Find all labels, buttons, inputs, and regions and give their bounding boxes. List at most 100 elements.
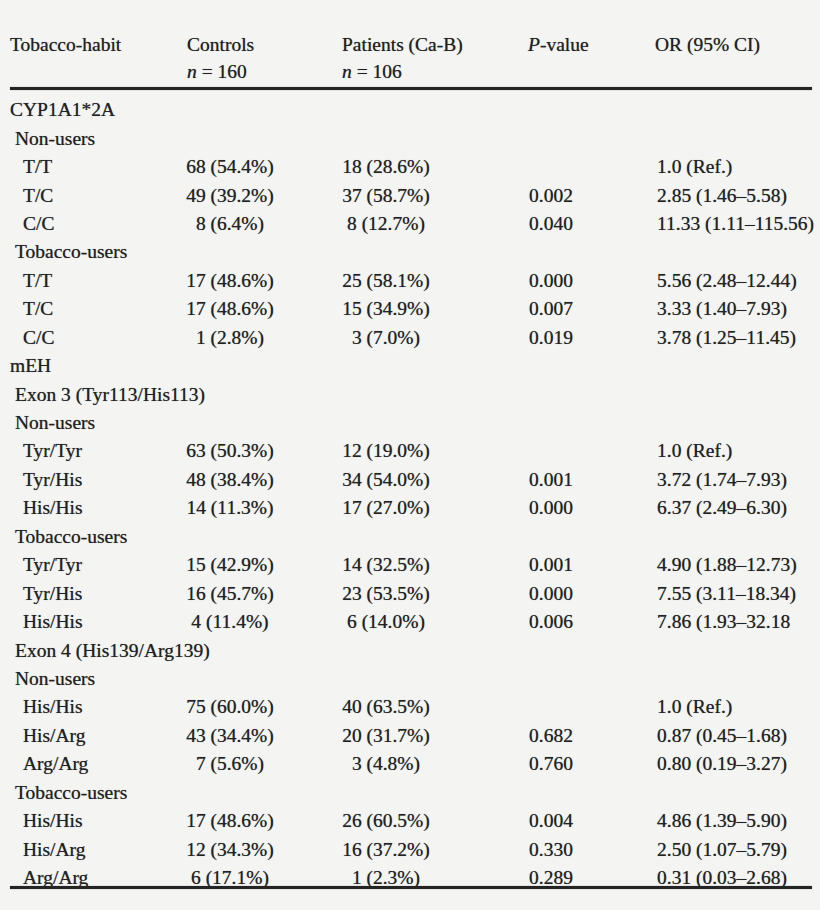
controls-value: 17 (48.6%): [180, 810, 280, 832]
controls-value: 17 (48.6%): [180, 298, 280, 320]
p-value: 0.000: [492, 583, 620, 605]
patients-value: 23 (53.5%): [280, 583, 492, 605]
table-row: T/T17 (48.6%)25 (58.1%)0.0005.56 (2.48–1…: [0, 267, 820, 295]
row-label: Tyr/Tyr: [0, 554, 180, 576]
table-body: CYP1A1*2A Non-users T/T68 (54.4%)18 (28.6%…: [0, 96, 820, 892]
table-row: CYP1A1*2A: [0, 96, 820, 124]
patients-value: 3 (7.0%): [280, 327, 492, 349]
table-row: C/C1 (2.8%)3 (7.0%)0.0193.78 (1.25–11.45…: [0, 324, 820, 352]
or-value: 1.0 (Ref.): [620, 156, 820, 178]
row-label: Tobacco-users: [0, 241, 180, 263]
p-value: 0.000: [492, 270, 620, 292]
table-row: T/C49 (39.2%)37 (58.7%)0.0022.85 (1.46–5…: [0, 181, 820, 209]
or-value: 3.72 (1.74–7.93): [620, 469, 820, 491]
table-row: C/C8 (6.4%)8 (12.7%)0.04011.33 (1.11–115…: [0, 210, 820, 238]
table-row: Tyr/Tyr15 (42.9%)14 (32.5%)0.0014.90 (1.…: [0, 551, 820, 579]
header-or-ci: OR (95% CI): [620, 31, 820, 85]
controls-value: 8 (6.4%): [180, 213, 280, 235]
controls-value: 7 (5.6%): [180, 753, 280, 775]
controls-value: 43 (34.4%): [180, 725, 280, 747]
p-value: 0.760: [492, 753, 620, 775]
controls-value: 12 (34.3%): [180, 839, 280, 861]
header-patients: Patients (Ca-B) n = 106: [280, 31, 492, 85]
row-label: Exon 3 (Tyr113/His113): [0, 384, 180, 406]
row-label: Non-users: [0, 412, 180, 434]
p-value: 0.000: [492, 497, 620, 519]
patients-value: 17 (27.0%): [280, 497, 492, 519]
row-label: Tyr/Tyr: [0, 440, 180, 462]
table-row: Exon 3 (Tyr113/His113): [0, 380, 820, 408]
row-label: His/His: [0, 696, 180, 718]
p-value: 0.682: [492, 725, 620, 747]
p-value: 0.002: [492, 185, 620, 207]
row-label: T/T: [0, 270, 180, 292]
or-value: 7.86 (1.93–32.18: [620, 611, 820, 633]
row-label: His/Arg: [0, 725, 180, 747]
row-label: Exon 4 (His139/Arg139): [0, 640, 180, 662]
controls-value: 1 (2.8%): [180, 327, 280, 349]
or-value: 1.0 (Ref.): [620, 696, 820, 718]
row-label: CYP1A1*2A: [0, 99, 180, 121]
table-row: Non-users: [0, 409, 820, 437]
header-rule: [10, 87, 812, 90]
patients-value: 3 (4.8%): [280, 753, 492, 775]
table-header: Tobacco-habit Controls n = 160 Patients …: [0, 31, 820, 85]
controls-value: 63 (50.3%): [180, 440, 280, 462]
controls-value: 14 (11.3%): [180, 497, 280, 519]
table-row: Tyr/His16 (45.7%)23 (53.5%)0.0007.55 (3.…: [0, 579, 820, 607]
p-value: 0.004: [492, 810, 620, 832]
p-value: 0.019: [492, 327, 620, 349]
patients-value: 37 (58.7%): [280, 185, 492, 207]
or-value: 0.87 (0.45–1.68): [620, 725, 820, 747]
patients-value: 40 (63.5%): [280, 696, 492, 718]
table-row: His/Arg43 (34.4%)20 (31.7%)0.6820.87 (0.…: [0, 722, 820, 750]
row-label: C/C: [0, 213, 180, 235]
or-value: 2.85 (1.46–5.58): [620, 185, 820, 207]
table-row: His/His17 (48.6%)26 (60.5%)0.0044.86 (1.…: [0, 807, 820, 835]
table-row: His/His75 (60.0%)40 (63.5%) 1.0 (Ref.): [0, 693, 820, 721]
patients-value: 26 (60.5%): [280, 810, 492, 832]
or-value: 7.55 (3.11–18.34): [620, 583, 820, 605]
patients-value: 25 (58.1%): [280, 270, 492, 292]
table-row: Arg/Arg7 (5.6%)3 (4.8%)0.7600.80 (0.19–3…: [0, 750, 820, 778]
row-label: C/C: [0, 327, 180, 349]
table-row: T/C17 (48.6%)15 (34.9%)0.0073.33 (1.40–7…: [0, 295, 820, 323]
controls-value: 49 (39.2%): [180, 185, 280, 207]
patients-value: 20 (31.7%): [280, 725, 492, 747]
header-p-value: P-value: [492, 31, 620, 85]
row-label: His/Arg: [0, 839, 180, 861]
p-value: 0.040: [492, 213, 620, 235]
controls-value: 4 (11.4%): [180, 611, 280, 633]
table-row: His/Arg12 (34.3%)16 (37.2%)0.3302.50 (1.…: [0, 835, 820, 863]
controls-value: 75 (60.0%): [180, 696, 280, 718]
patients-value: 14 (32.5%): [280, 554, 492, 576]
table-row: Tobacco-users: [0, 238, 820, 266]
header-controls: Controls n = 160: [180, 31, 280, 85]
header-tobacco-habit: Tobacco-habit: [0, 31, 180, 85]
row-label: Arg/Arg: [0, 753, 180, 775]
p-value: 0.006: [492, 611, 620, 633]
table-row: His/His14 (11.3%)17 (27.0%)0.0006.37 (2.…: [0, 494, 820, 522]
or-value: 1.0 (Ref.): [620, 440, 820, 462]
or-value: 5.56 (2.48–12.44): [620, 270, 820, 292]
table-row: Tyr/His48 (38.4%)34 (54.0%)0.0013.72 (1.…: [0, 466, 820, 494]
or-value: 4.90 (1.88–12.73): [620, 554, 820, 576]
patients-value: 34 (54.0%): [280, 469, 492, 491]
or-value: 2.50 (1.07–5.79): [620, 839, 820, 861]
row-label: Tyr/His: [0, 583, 180, 605]
row-label: His/His: [0, 497, 180, 519]
controls-value: 15 (42.9%): [180, 554, 280, 576]
table-row: His/His4 (11.4%)6 (14.0%)0.0067.86 (1.93…: [0, 608, 820, 636]
table-row: T/T68 (54.4%)18 (28.6%)1.0 (Ref.): [0, 153, 820, 181]
table-row: Tobacco-users: [0, 779, 820, 807]
controls-value: 68 (54.4%): [180, 156, 280, 178]
or-value: 3.33 (1.40–7.93): [620, 298, 820, 320]
row-label: Non-users: [0, 128, 180, 150]
patients-value: 12 (19.0%): [280, 440, 492, 462]
or-value: 0.80 (0.19–3.27): [620, 753, 820, 775]
or-value: 3.78 (1.25–11.45): [620, 327, 820, 349]
or-value: 4.86 (1.39–5.90): [620, 810, 820, 832]
table-row: Tyr/Tyr63 (50.3%)12 (19.0%) 1.0 (Ref.): [0, 437, 820, 465]
patients-value: 8 (12.7%): [280, 213, 492, 235]
row-label: T/C: [0, 298, 180, 320]
